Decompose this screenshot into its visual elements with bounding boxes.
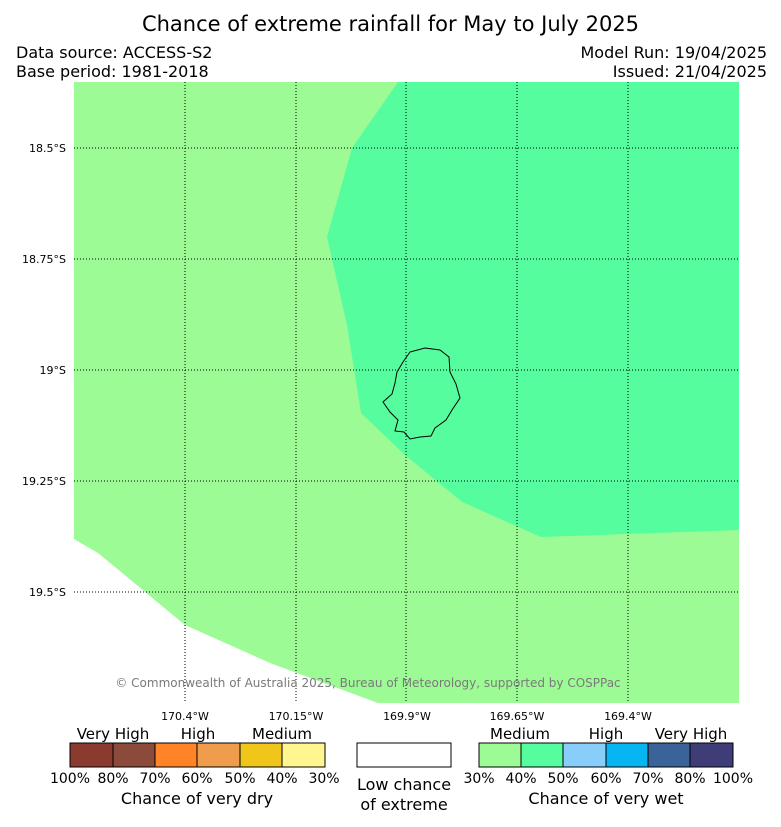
lon-label: 170.4°W <box>161 710 209 723</box>
dry-level-label: Very High <box>77 725 150 743</box>
wet-swatch <box>478 742 522 768</box>
lon-label: 169.4°W <box>604 710 652 723</box>
dry-level-label: Medium <box>252 725 312 743</box>
dry-level-label: High <box>181 725 215 743</box>
wet-tick-label: 100% <box>713 771 753 787</box>
wet-tick-label: 30% <box>463 771 494 787</box>
low-chance-caption-2: of extreme <box>360 795 447 814</box>
wet-caption: Chance of very wet <box>528 789 683 808</box>
dry-swatch <box>196 742 241 768</box>
wet-colorbar <box>478 742 734 768</box>
wet-tick-label: 40% <box>505 771 536 787</box>
wet-tick-label: 60% <box>590 771 621 787</box>
lat-label: 18.5°S <box>29 142 66 155</box>
low-chance-caption-1: Low chance <box>357 775 451 794</box>
high-wet-region <box>327 82 739 537</box>
dry-tick-label: 30% <box>308 771 339 787</box>
low-chance-swatch <box>356 742 452 768</box>
dry-swatch <box>112 742 156 768</box>
lat-label: 19°S <box>40 364 66 377</box>
dry-tick-label: 100% <box>50 771 90 787</box>
wet-swatch <box>562 742 607 768</box>
niue-island-outline <box>382 347 461 440</box>
dry-caption: Chance of very dry <box>121 789 273 808</box>
wet-level-label: Very High <box>655 725 728 743</box>
wet-tick-label: 80% <box>674 771 705 787</box>
lat-label: 19.25°S <box>22 475 66 488</box>
model-run: Model Run: 19/04/2025 <box>580 43 768 62</box>
dry-tick-label: 50% <box>224 771 255 787</box>
dry-tick-label: 70% <box>139 771 170 787</box>
legend-low: Low chance of extreme <box>356 742 452 814</box>
copyright-notice: © Commonwealth of Australia 2025, Bureau… <box>115 676 620 690</box>
dry-tick-label: 80% <box>97 771 128 787</box>
dry-swatch <box>69 742 114 768</box>
dry-tick-label: 40% <box>266 771 297 787</box>
dry-colorbar <box>69 742 326 768</box>
wet-level-label: Medium <box>490 725 550 743</box>
meta-left: Data source: ACCESS-S2 Base period: 1981… <box>16 43 212 81</box>
wet-swatch <box>520 742 564 768</box>
dry-swatch <box>281 742 326 768</box>
legend-dry: Very High High Medium 100% 80% 70% 60% 5… <box>50 725 340 808</box>
wet-tick-label: 70% <box>632 771 663 787</box>
latitude-labels: 18.5°S 18.75°S 19°S 19.25°S 19.5°S <box>22 142 66 599</box>
meta-right: Model Run: 19/04/2025 Issued: 21/04/2025 <box>581 43 768 81</box>
legend-wet: Medium High Very High 30% 40% 50% 60% 70… <box>463 725 753 808</box>
wet-level-label: High <box>589 725 623 743</box>
dry-swatch <box>154 742 198 768</box>
issued-date: Issued: 21/04/2025 <box>612 62 767 81</box>
lon-label: 169.65°W <box>490 710 545 723</box>
page-title: Chance of extreme rainfall for May to Ju… <box>141 12 640 36</box>
data-source: Data source: ACCESS-S2 <box>16 43 213 62</box>
lat-label: 19.5°S <box>29 586 66 599</box>
longitude-labels: 170.4°W 170.15°W 169.9°W 169.65°W 169.4°… <box>161 710 652 723</box>
wet-swatch <box>689 742 734 768</box>
lon-label: 170.15°W <box>269 710 324 723</box>
dry-tick-label: 60% <box>181 771 212 787</box>
wet-swatch <box>605 742 649 768</box>
wet-tick-label: 50% <box>547 771 578 787</box>
wet-swatch <box>647 742 691 768</box>
lat-label: 18.75°S <box>22 253 66 266</box>
dry-swatch <box>239 742 283 768</box>
lon-label: 169.9°W <box>383 710 431 723</box>
base-period: Base period: 1981-2018 <box>16 62 209 81</box>
map-area: © Commonwealth of Australia 2025, Bureau… <box>74 82 739 703</box>
